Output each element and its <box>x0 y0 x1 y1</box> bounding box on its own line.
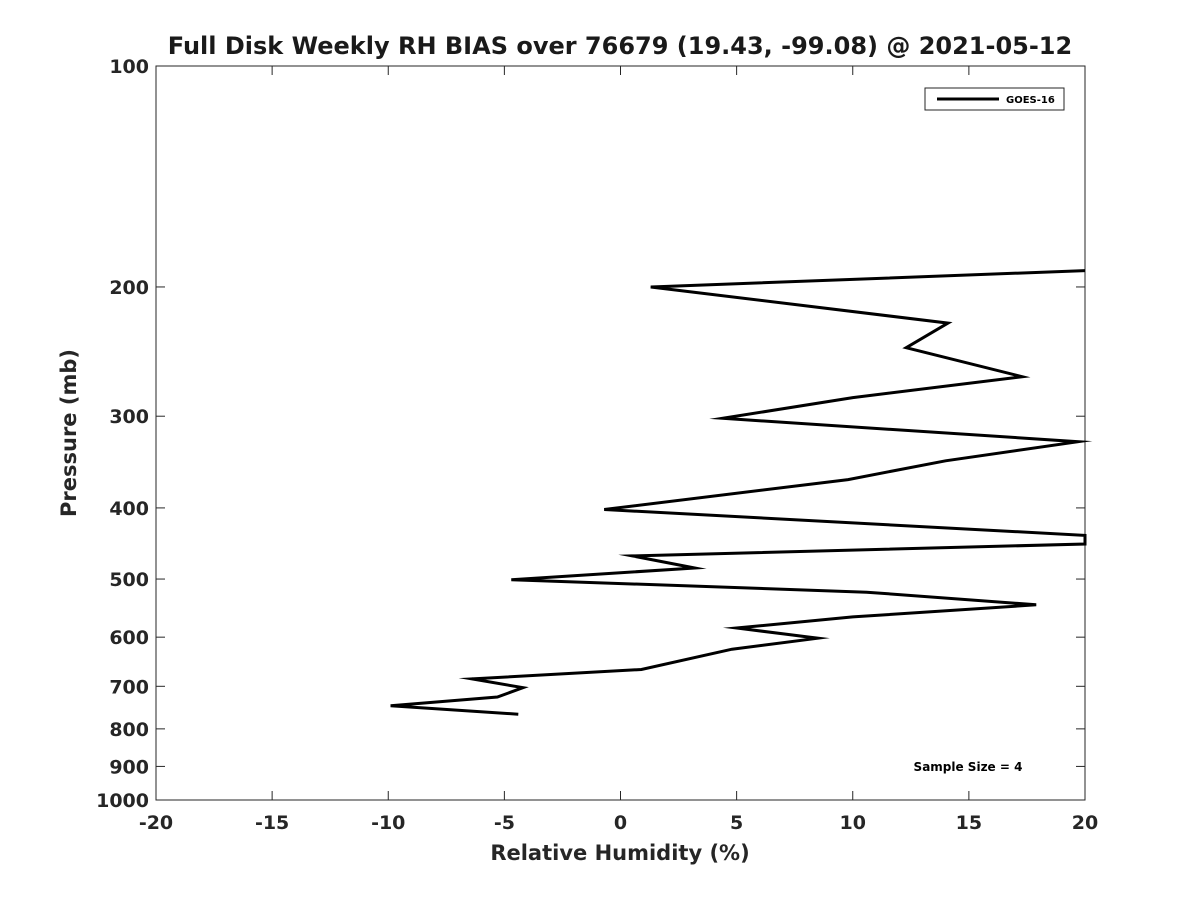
y-tick-label: 1000 <box>96 790 149 812</box>
y-axis-label: Pressure (mb) <box>57 349 81 517</box>
y-tick-label: 900 <box>109 756 149 778</box>
x-tick-label: 5 <box>730 812 743 834</box>
y-tick-label: 200 <box>109 277 149 299</box>
chart-title: Full Disk Weekly RH BIAS over 76679 (19.… <box>168 32 1072 60</box>
y-tick-label: 300 <box>109 406 149 428</box>
x-tick-label: 0 <box>614 812 627 834</box>
x-tick-label: -10 <box>371 812 405 834</box>
sample-size-annotation: Sample Size = 4 <box>914 760 1023 774</box>
y-tick-label: 700 <box>109 676 149 698</box>
plot-area: -20 -15 -10 -5 0 5 10 15 20 100 200 300 400 500 600 70… <box>96 56 1098 834</box>
y-tick-label: 400 <box>109 498 149 520</box>
y-tick-label: 600 <box>109 627 149 649</box>
y-tick-label: 500 <box>109 569 149 591</box>
x-axis-label: Relative Humidity (%) <box>490 841 749 865</box>
x-tick-label: 10 <box>840 812 866 834</box>
x-tick-label: 20 <box>1072 812 1098 834</box>
legend-label-goes-16: GOES-16 <box>1006 95 1055 106</box>
x-tick-label: 15 <box>956 812 982 834</box>
x-axis: -20 -15 -10 -5 0 5 10 15 20 <box>139 66 1098 834</box>
x-tick-label: -15 <box>255 812 289 834</box>
series-line-goes-16 <box>390 269 1093 716</box>
y-tick-label: 800 <box>109 719 149 741</box>
series-layer <box>390 269 1093 716</box>
y-tick-label: 100 <box>109 56 149 78</box>
x-tick-label: -20 <box>139 812 173 834</box>
x-tick-label: -5 <box>494 812 515 834</box>
y-axis: 100 200 300 400 500 600 700 800 900 1000 <box>96 56 1085 812</box>
legend: GOES-16 <box>924 87 1065 111</box>
